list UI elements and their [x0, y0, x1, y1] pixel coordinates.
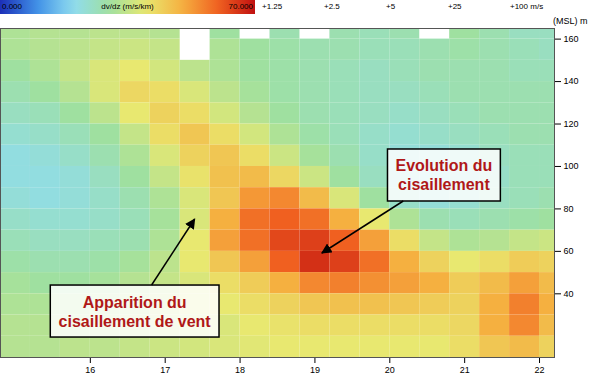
- svg-text:Evolution ducisaillement: Evolution ducisaillement: [395, 157, 492, 193]
- svg-text:21: 21: [460, 365, 470, 375]
- svg-text:22: 22: [535, 365, 545, 375]
- html-text:0.000: 0.000: [2, 2, 22, 11]
- svg-text:17: 17: [160, 365, 170, 375]
- svg-text:16: 16: [85, 365, 95, 375]
- svg-text:40: 40: [564, 289, 574, 299]
- html-text:+2.5: +2.5: [324, 2, 340, 11]
- svg-text:80: 80: [564, 204, 574, 214]
- svg-text:20: 20: [385, 365, 395, 375]
- html-text:+5: +5: [386, 2, 396, 11]
- svg-text:(MSL) m: (MSL) m: [553, 16, 588, 26]
- svg-text:100: 100: [564, 161, 579, 171]
- svg-text:120: 120: [564, 119, 579, 129]
- html-text:+100 m/s: +100 m/s: [510, 2, 544, 11]
- html-text:dv/dz (m/s/km): dv/dz (m/s/km): [101, 2, 154, 11]
- svg-text:60: 60: [564, 246, 574, 256]
- svg-text:18: 18: [235, 365, 245, 375]
- html-text:+25: +25: [448, 2, 462, 11]
- html-text:70.000: 70.000: [228, 2, 253, 11]
- html-text:+1.25: +1.25: [262, 2, 283, 11]
- svg-text:Apparition ducisaillement de v: Apparition ducisaillement de vent: [59, 294, 212, 330]
- svg-text:160: 160: [564, 34, 579, 44]
- svg-text:140: 140: [564, 76, 579, 86]
- svg-text:19: 19: [310, 365, 320, 375]
